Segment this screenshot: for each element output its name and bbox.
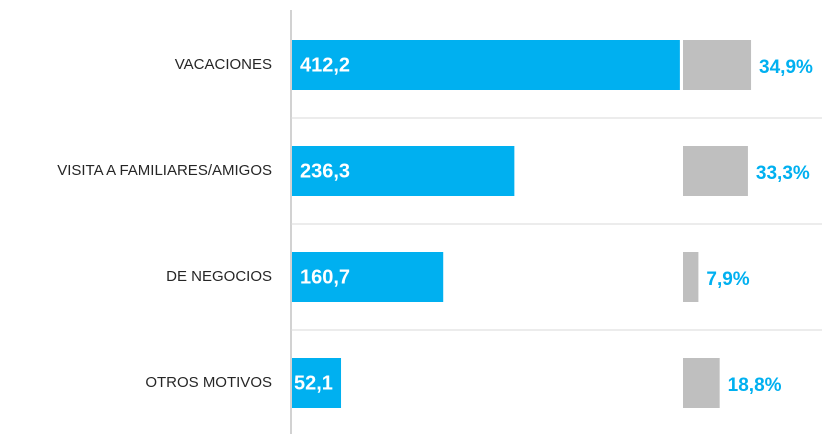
bar xyxy=(292,252,444,302)
share-bar xyxy=(683,358,720,408)
category-label: VACACIONES xyxy=(175,56,272,73)
bar xyxy=(292,146,515,196)
share-bar xyxy=(683,40,752,90)
category-label: DE NEGOCIOS xyxy=(166,268,272,285)
bar xyxy=(292,358,342,408)
share-label: 33,3% xyxy=(756,163,810,184)
value-label: 412,2 xyxy=(300,54,350,76)
share-label: 34,9% xyxy=(759,57,813,78)
share-label: 18,8% xyxy=(728,375,782,396)
bar xyxy=(292,40,680,90)
value-label: 160,7 xyxy=(300,266,350,288)
share-bar xyxy=(683,146,748,196)
category-label: VISITA A FAMILIARES/AMIGOS xyxy=(57,162,272,179)
category-label: OTROS MOTIVOS xyxy=(145,374,272,391)
value-label: 236,3 xyxy=(300,160,350,182)
value-label: 52,1 xyxy=(294,372,333,394)
share-bar xyxy=(683,252,699,302)
share-label: 7,9% xyxy=(706,269,749,290)
